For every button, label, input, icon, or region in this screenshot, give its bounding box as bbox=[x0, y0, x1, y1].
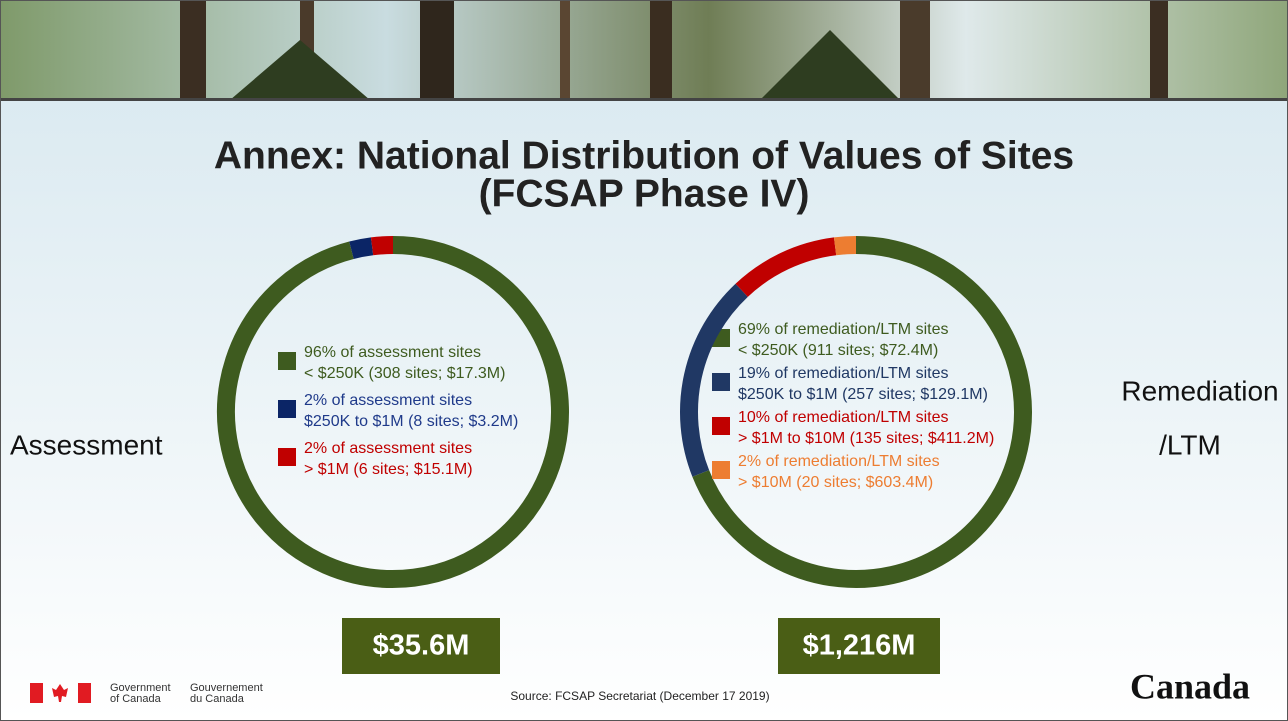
canada-wordmark: Canada bbox=[1130, 666, 1250, 706]
total-value: $1,216M bbox=[803, 630, 916, 662]
legend-detail: > $1M (6 sites; $15.1M) bbox=[304, 461, 473, 478]
legend-label: 2% of assessment sites bbox=[304, 440, 472, 457]
legend-detail: < $250K (308 sites; $17.3M) bbox=[304, 365, 505, 382]
legend-label: 96% of assessment sites bbox=[304, 344, 481, 361]
slide: Annex: National Distribution of Values o… bbox=[0, 0, 1288, 721]
chart-label: /LTM bbox=[1159, 429, 1221, 460]
flag-bar bbox=[30, 683, 43, 703]
source-note: Source: FCSAP Secretariat (December 17 2… bbox=[510, 689, 769, 703]
tree-trunk bbox=[180, 0, 206, 100]
legend-swatch bbox=[278, 400, 296, 418]
legend-swatch bbox=[712, 373, 730, 391]
legend-label: 10% of remediation/LTM sites bbox=[738, 409, 948, 426]
chart-label: Assessment bbox=[10, 429, 163, 460]
legend-swatch bbox=[712, 417, 730, 435]
legend-detail: > $1M to $10M (135 sites; $411.2M) bbox=[738, 430, 994, 447]
legend-swatch bbox=[712, 461, 730, 479]
legend-label: 19% of remediation/LTM sites bbox=[738, 365, 948, 382]
legend-label: 69% of remediation/LTM sites bbox=[738, 321, 948, 338]
header-image bbox=[0, 0, 1288, 101]
background bbox=[0, 0, 1288, 721]
flag-bar bbox=[78, 683, 91, 703]
donut-segment bbox=[835, 245, 856, 246]
legend-detail: $250K to $1M (8 sites; $3.2M) bbox=[304, 413, 518, 430]
donut-segment bbox=[351, 246, 372, 250]
legend-label: 2% of remediation/LTM sites bbox=[738, 453, 940, 470]
donut-segment bbox=[372, 245, 393, 246]
chart-label: Remediation bbox=[1121, 375, 1278, 406]
tree-trunk bbox=[560, 0, 570, 100]
legend-label: 2% of assessment sites bbox=[304, 392, 472, 409]
legend-swatch bbox=[278, 352, 296, 370]
total-value: $35.6M bbox=[373, 630, 470, 662]
tree-trunk bbox=[1150, 0, 1168, 100]
tree-trunk bbox=[420, 0, 454, 100]
gov-fr: du Canada bbox=[190, 693, 245, 705]
header-rule bbox=[0, 98, 1288, 101]
legend-detail: $250K to $1M (257 sites; $129.1M) bbox=[738, 386, 988, 403]
gov-en: of Canada bbox=[110, 693, 162, 705]
page: Annex: National Distribution of Values o… bbox=[0, 0, 1288, 721]
legend-detail: < $250K (911 sites; $72.4M) bbox=[738, 342, 938, 359]
tree-trunk bbox=[650, 0, 672, 100]
title-line: (FCSAP Phase IV) bbox=[479, 172, 810, 215]
title-line: Annex: National Distribution of Values o… bbox=[214, 134, 1074, 177]
legend-swatch bbox=[278, 448, 296, 466]
tree-trunk bbox=[900, 0, 930, 100]
legend-detail: > $10M (20 sites; $603.4M) bbox=[738, 474, 933, 491]
